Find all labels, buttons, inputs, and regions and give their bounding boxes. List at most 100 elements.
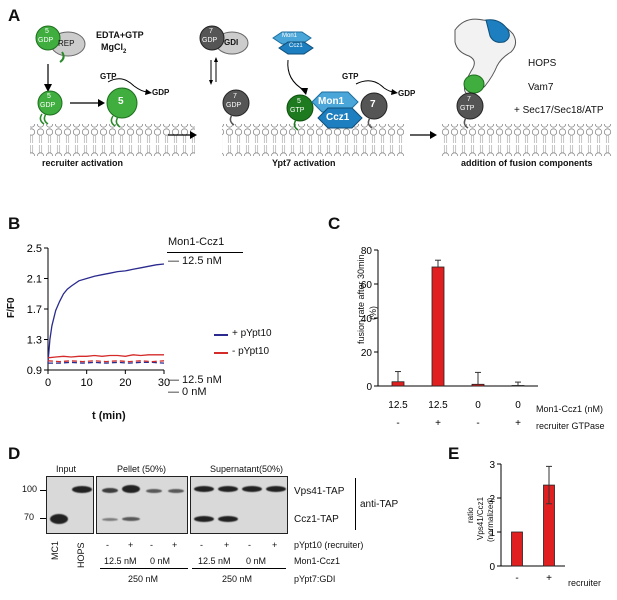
mon1-small-label: Mon1 (282, 33, 298, 39)
ypt7-num-step3: 7 (467, 96, 471, 103)
rab5-gdp-membrane (37, 90, 63, 116)
blot-pellet (96, 476, 188, 534)
c-row1-1: 12.5 (428, 400, 448, 411)
c-ytick-label-2: 40 (361, 314, 373, 325)
e-xlabel-0: - (515, 573, 518, 584)
panel-e-chart: 0 1 2 3 - + (489, 460, 565, 584)
rab5-num-top: 5 (45, 28, 49, 35)
vam7-label: Vam7 (528, 82, 554, 93)
panel-label-e: E (448, 444, 460, 463)
lane-hops: HOPS (76, 542, 86, 568)
c-ytick-label-1: 20 (361, 348, 373, 359)
c-bar-2 (471, 383, 485, 387)
d-pm-0: - (106, 540, 109, 550)
gdi-conc-2: 250 nM (222, 574, 253, 584)
b-ytick-label-0: 0.9 (27, 365, 42, 377)
ypt7-gdp-mem-label: GDP (226, 102, 242, 109)
c-row2-3: + (515, 418, 521, 429)
d-pm-2: - (150, 540, 153, 550)
legend-minus-line (214, 352, 228, 354)
gdi-label: GDI (224, 38, 239, 47)
e-ytick-label-2: 2 (489, 494, 495, 505)
panel-c-ylabel-1: fusion rate after 30min (356, 254, 366, 344)
band-pellet-2-ccz (122, 517, 140, 521)
e-ytick-label-3: 3 (489, 460, 495, 471)
panel-b: 0.9 1.3 1.7 2.1 2.5 0 10 20 30 (0, 220, 320, 435)
membrane-2 (222, 124, 404, 156)
mon1-shape (311, 91, 359, 113)
gdi-conc-1: 250 nM (128, 574, 159, 584)
conc-line-1 (100, 568, 188, 569)
d-pm-4: - (200, 540, 203, 550)
rep-label: REP (58, 39, 75, 48)
panel-e: 0 1 2 3 - + (455, 450, 617, 595)
b-ytick-label-1: 1.3 (27, 335, 42, 347)
c-ytick-label-0: 0 (366, 382, 372, 393)
band-pellet-4-vps (168, 489, 184, 493)
panel-e-recruiter: recruiter (568, 578, 602, 588)
ccz1-shape (317, 107, 363, 129)
panel-c: 0 20 40 60 80 12.5 - 12.5 +0 - 0 + (330, 220, 617, 440)
panel-b-conc-bot: — 0 nM (168, 386, 207, 398)
panel-a-schematic (0, 0, 617, 200)
ypt7-gtp-step3 (456, 92, 484, 120)
blot-supernatant (190, 476, 288, 534)
panel-b-conc-top: — 12.5 nM (168, 255, 222, 267)
panel-b-conc-mid: — 12.5 nM (168, 374, 222, 386)
ypt7-gdp-top-label: GDP (202, 37, 218, 44)
rab5-num-step2: 5 (297, 98, 301, 105)
conc-1: 12.5 nM (104, 556, 137, 566)
e-ytick-label-1: 1 (489, 528, 495, 539)
lane-mc1: MC1 (50, 540, 60, 560)
c-row2-2: - (476, 418, 479, 429)
rab5-gdp-mem-label: GDP (40, 102, 56, 109)
b-ytick-label-2: 1.7 (27, 304, 42, 316)
ypt7-num-mem: 7 (233, 93, 237, 100)
panel-b-chart: 0.9 1.3 1.7 2.1 2.5 0 10 20 30 (27, 243, 170, 389)
sec-label: + Sec17/Sec18/ATP (514, 105, 604, 116)
reagent-label-1: EDTA+GTP (96, 30, 144, 40)
d-pm-7: + (272, 540, 278, 550)
panel-e-ylabel-3: (normalized) (486, 497, 495, 542)
membrane-1 (30, 124, 195, 156)
mw-100-tick (40, 490, 46, 491)
b-xtick-label-1: 10 (81, 377, 93, 389)
blot-input (46, 476, 94, 534)
mw-70-tick (40, 518, 46, 519)
b-series-0 (47, 263, 165, 363)
label-pypt10: pYpt10 (recruiter) (294, 540, 364, 550)
b-ytick-label-4: 2.5 (27, 243, 42, 255)
panel-label-a: A (8, 6, 21, 25)
reagent-sub: 2 (123, 48, 127, 55)
band-sup-1-vps (194, 486, 214, 492)
c-bar-0 (391, 381, 405, 387)
c-row1-0: 12.5 (388, 400, 408, 411)
mw-70: 70 (24, 512, 35, 522)
gdp-label-2: GDP (398, 89, 416, 98)
d-pm-5: + (224, 540, 230, 550)
mw-100: 100 (22, 484, 38, 494)
band-sup-1-ccz (194, 516, 214, 522)
panel-d-supernatant: Supernatant(50%) (210, 464, 284, 474)
label-antitap: anti-TAP (360, 499, 399, 510)
band-pellet-2-vps (122, 485, 140, 493)
band-sup-4-vps (266, 486, 286, 492)
mon1-label: Mon1 (318, 96, 345, 107)
rab5-gtp-num: 5 (118, 96, 124, 107)
c-row2-0: - (396, 418, 399, 429)
step-label-fusion-components: addition of fusion components (461, 158, 593, 168)
e-ytick-label-0: 0 (489, 562, 495, 573)
c-row1-3: 0 (515, 400, 521, 411)
label-mon1ccz1: Mon1-Ccz1 (294, 556, 341, 566)
step-label-recruiter-activation: recruiter activation (42, 158, 124, 168)
conc-2: 0 nM (150, 556, 171, 566)
gdp-label-1: GDP (152, 88, 170, 97)
band-hops (72, 486, 92, 493)
band-pellet-3-vps (146, 489, 162, 493)
rab5-gdp-top-label: GDP (38, 37, 54, 44)
conc-3: 12.5 nM (198, 556, 231, 566)
legend-plus-label: + pYpt10 (232, 328, 272, 339)
gtp-label-1: GTP (100, 72, 117, 81)
b-series-2 (48, 361, 165, 364)
step-label-ypt7-activation: Ypt7 activation (272, 158, 336, 168)
